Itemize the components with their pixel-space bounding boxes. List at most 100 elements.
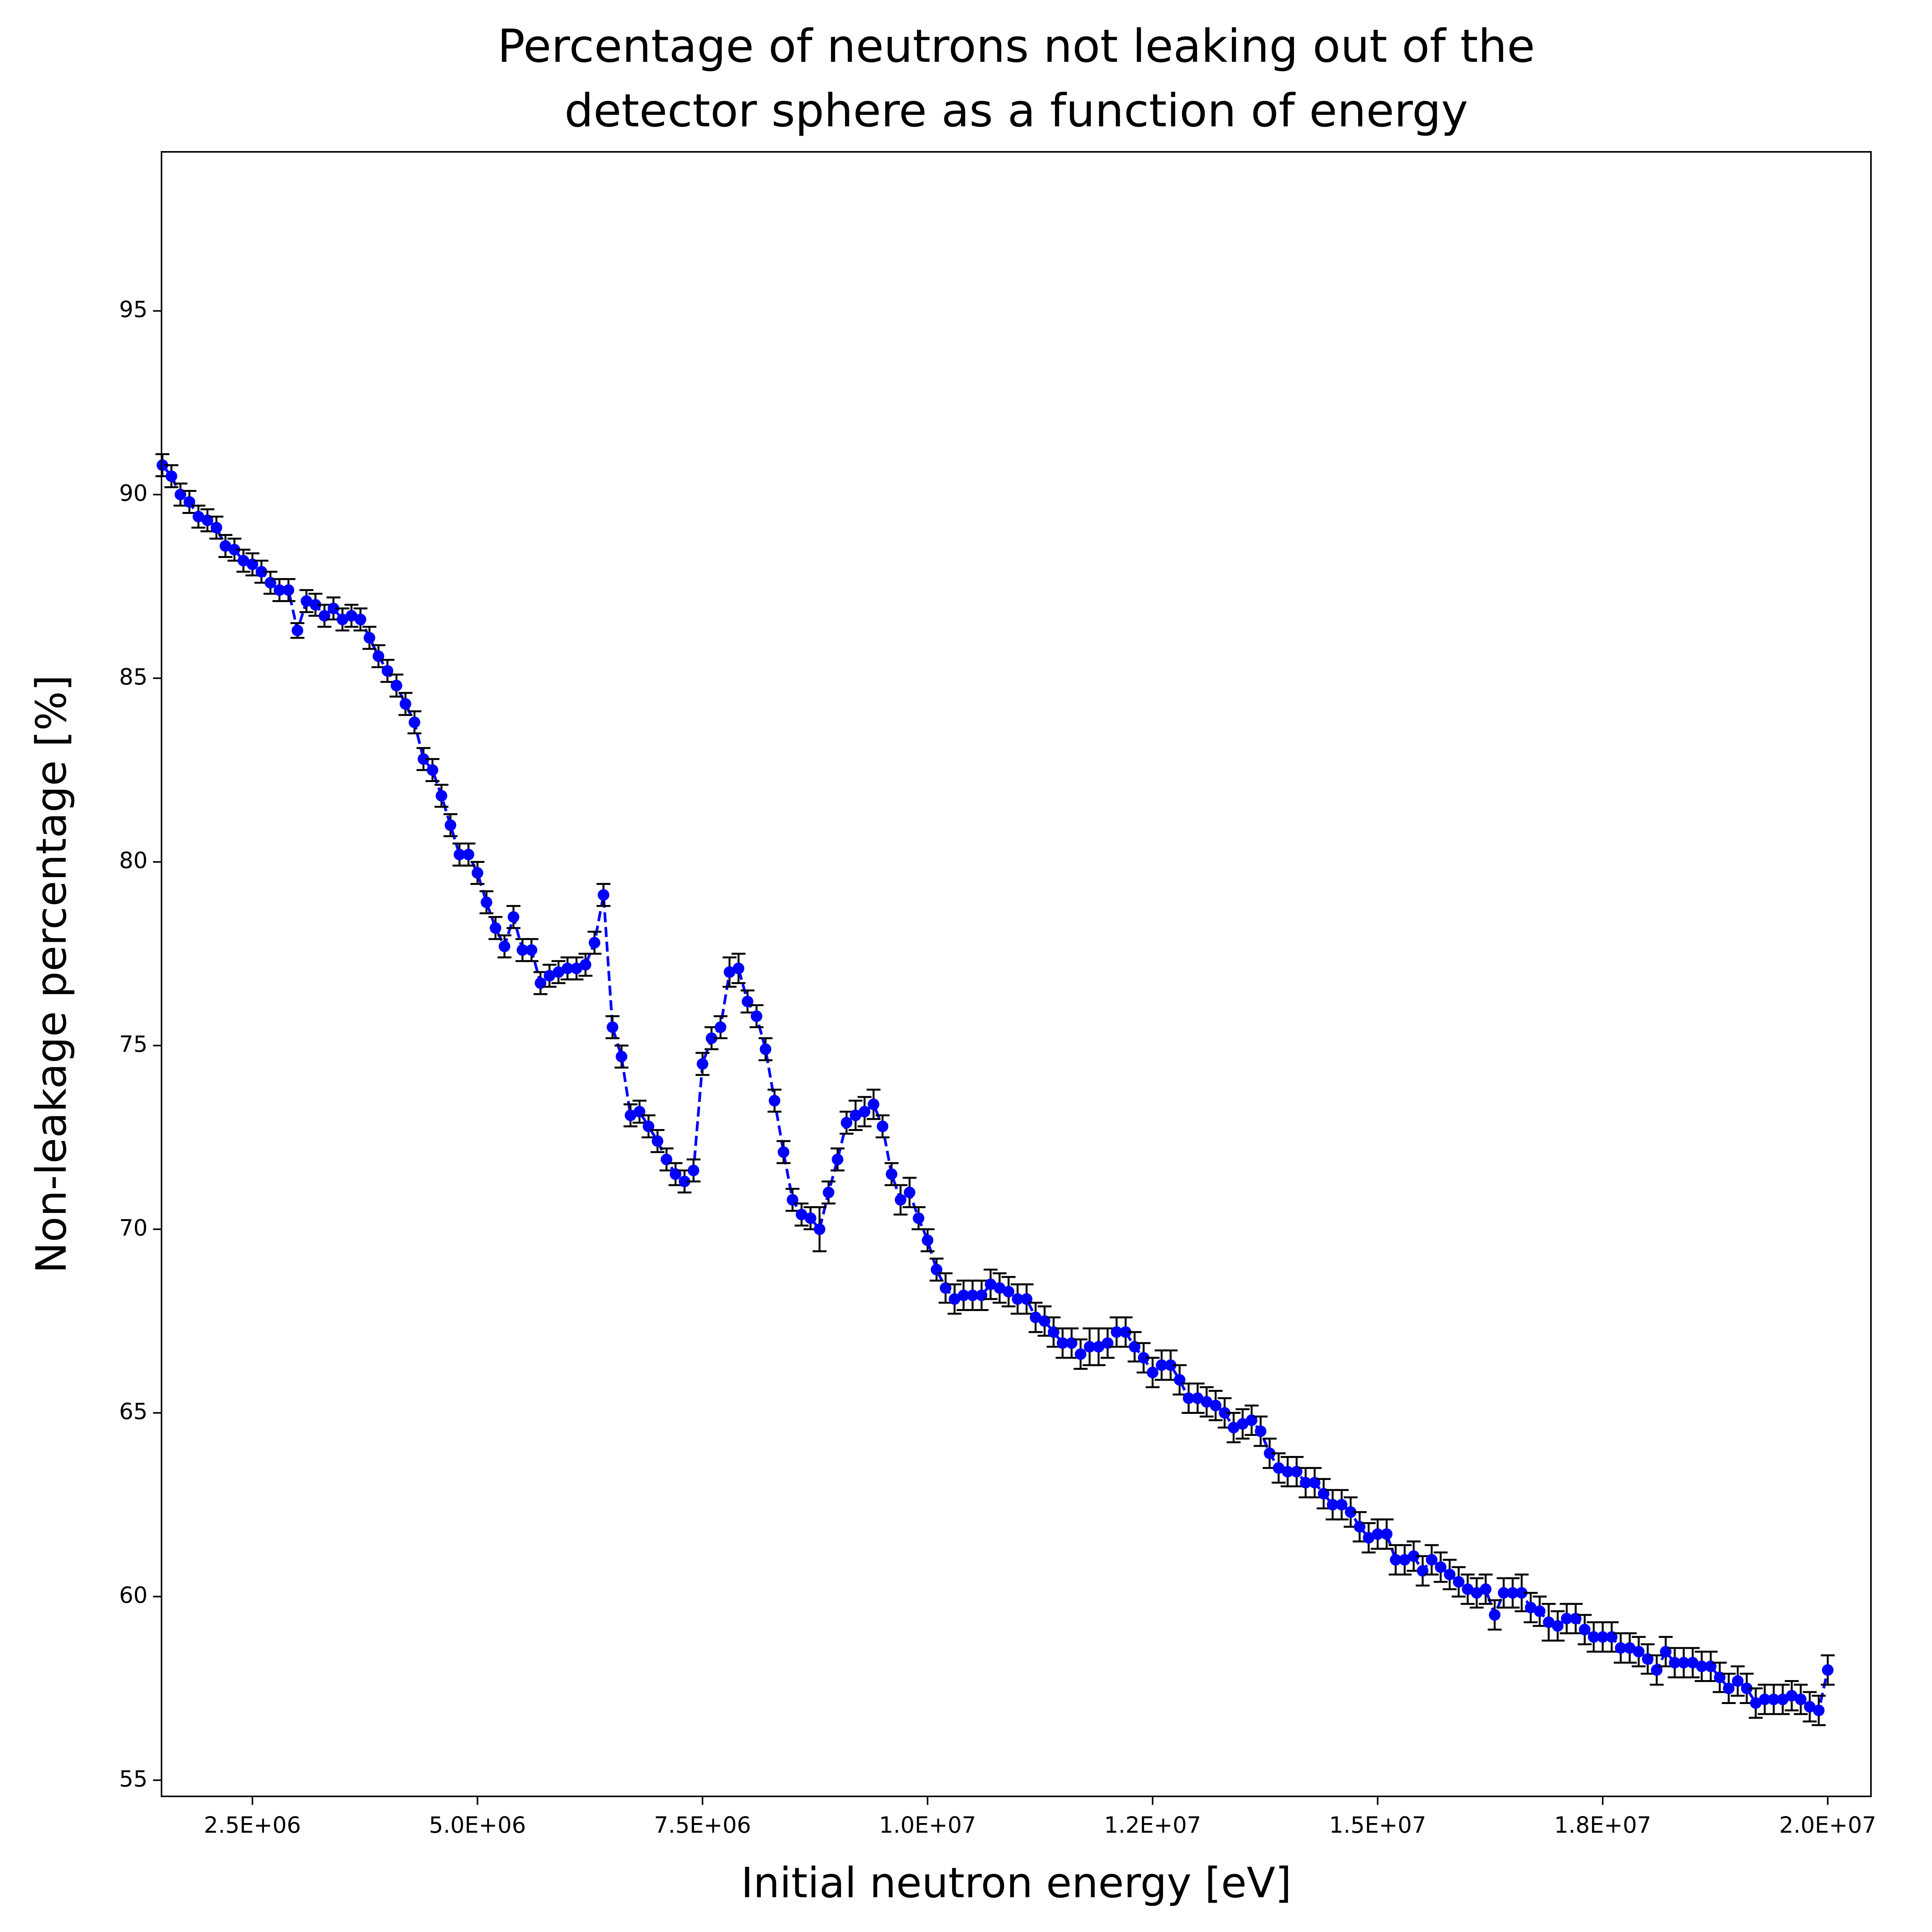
data-point bbox=[895, 1194, 906, 1206]
data-point bbox=[1299, 1477, 1311, 1489]
data-point bbox=[354, 614, 366, 626]
data-point bbox=[517, 944, 529, 956]
data-point bbox=[1003, 1286, 1015, 1298]
data-point bbox=[570, 963, 582, 975]
y-tick-label: 70 bbox=[119, 1214, 148, 1241]
data-point bbox=[1111, 1326, 1122, 1338]
data-point bbox=[1534, 1605, 1546, 1617]
data-point bbox=[1687, 1656, 1699, 1668]
data-point bbox=[301, 595, 313, 607]
data-point bbox=[651, 1135, 663, 1147]
data-point bbox=[750, 1010, 762, 1022]
data-point bbox=[724, 966, 736, 978]
data-point bbox=[967, 1289, 979, 1301]
x-axis-label: Initial neutron energy [eV] bbox=[741, 1859, 1292, 1907]
data-point bbox=[1282, 1466, 1294, 1478]
data-point bbox=[1678, 1656, 1690, 1668]
y-tick-label: 75 bbox=[119, 1031, 148, 1057]
data-point bbox=[813, 1223, 825, 1235]
y-tick-label: 65 bbox=[119, 1398, 148, 1425]
data-point bbox=[1345, 1506, 1357, 1518]
y-tick-label: 80 bbox=[119, 847, 148, 874]
data-point bbox=[553, 966, 565, 978]
data-point bbox=[345, 610, 357, 622]
data-point bbox=[1228, 1422, 1240, 1434]
data-point bbox=[1012, 1293, 1024, 1305]
data-point bbox=[1146, 1366, 1158, 1378]
data-point bbox=[1723, 1682, 1735, 1694]
data-point bbox=[1750, 1697, 1762, 1709]
y-axis-label: Non-leakage percentage [%] bbox=[27, 675, 76, 1273]
data-point bbox=[561, 963, 573, 975]
data-point bbox=[1498, 1587, 1510, 1599]
data-point bbox=[913, 1212, 925, 1224]
data-point bbox=[859, 1106, 871, 1118]
data-point bbox=[1804, 1701, 1816, 1713]
data-point bbox=[1075, 1348, 1087, 1360]
data-point bbox=[760, 1043, 772, 1055]
data-point bbox=[1615, 1642, 1627, 1654]
x-tick-label: 1.2E+07 bbox=[1104, 1812, 1201, 1838]
data-point bbox=[498, 940, 510, 952]
data-point bbox=[310, 599, 321, 611]
data-point bbox=[237, 555, 249, 567]
data-point bbox=[400, 698, 412, 710]
data-point bbox=[1030, 1311, 1042, 1323]
data-point bbox=[490, 922, 502, 934]
y-tick-label: 90 bbox=[119, 480, 148, 506]
data-point bbox=[624, 1109, 636, 1121]
data-point bbox=[1426, 1554, 1438, 1566]
data-point bbox=[616, 1051, 628, 1063]
data-point bbox=[1525, 1602, 1537, 1614]
data-point bbox=[544, 970, 556, 982]
y-tick-label: 95 bbox=[119, 296, 148, 323]
data-point bbox=[832, 1153, 844, 1165]
data-point bbox=[1759, 1694, 1771, 1706]
data-point bbox=[1777, 1694, 1789, 1706]
data-point bbox=[1255, 1425, 1267, 1437]
data-point bbox=[922, 1234, 934, 1246]
data-point bbox=[697, 1058, 709, 1070]
data-point bbox=[255, 566, 267, 578]
data-point bbox=[435, 790, 447, 802]
data-point bbox=[1669, 1656, 1681, 1668]
data-point bbox=[1543, 1616, 1554, 1628]
data-point bbox=[1435, 1561, 1447, 1573]
data-point bbox=[282, 584, 294, 596]
data-point bbox=[1624, 1642, 1636, 1654]
data-point bbox=[985, 1278, 997, 1290]
data-point bbox=[796, 1209, 808, 1221]
data-point bbox=[1399, 1554, 1411, 1566]
data-point bbox=[804, 1212, 816, 1224]
data-point bbox=[1795, 1694, 1807, 1706]
data-point bbox=[993, 1282, 1005, 1294]
data-point bbox=[1822, 1664, 1834, 1676]
data-point bbox=[607, 1021, 619, 1033]
data-point bbox=[1156, 1359, 1168, 1371]
plot-frame bbox=[161, 151, 1872, 1797]
data-point bbox=[156, 459, 168, 471]
data-point bbox=[1561, 1612, 1573, 1624]
data-point bbox=[957, 1289, 969, 1301]
data-point bbox=[1516, 1587, 1528, 1599]
x-tick-label: 1.8E+07 bbox=[1554, 1812, 1651, 1838]
data-point bbox=[228, 544, 240, 556]
data-point bbox=[391, 680, 403, 692]
data-point bbox=[769, 1095, 781, 1107]
x-tick-label: 2.5E+06 bbox=[204, 1812, 301, 1838]
chart-title: Percentage of neutrons not leaking out o… bbox=[497, 19, 1535, 73]
data-point bbox=[1480, 1583, 1492, 1595]
data-point bbox=[417, 753, 429, 765]
data-point bbox=[1201, 1396, 1213, 1408]
data-point bbox=[1633, 1646, 1645, 1658]
data-point bbox=[219, 540, 231, 552]
data-point bbox=[526, 944, 537, 956]
data-point bbox=[687, 1165, 699, 1177]
data-point bbox=[733, 963, 745, 975]
data-point bbox=[679, 1175, 690, 1187]
data-point bbox=[463, 849, 474, 861]
data-point bbox=[1083, 1341, 1095, 1353]
x-tick-label: 1.0E+07 bbox=[879, 1812, 976, 1838]
data-point bbox=[1813, 1704, 1825, 1716]
